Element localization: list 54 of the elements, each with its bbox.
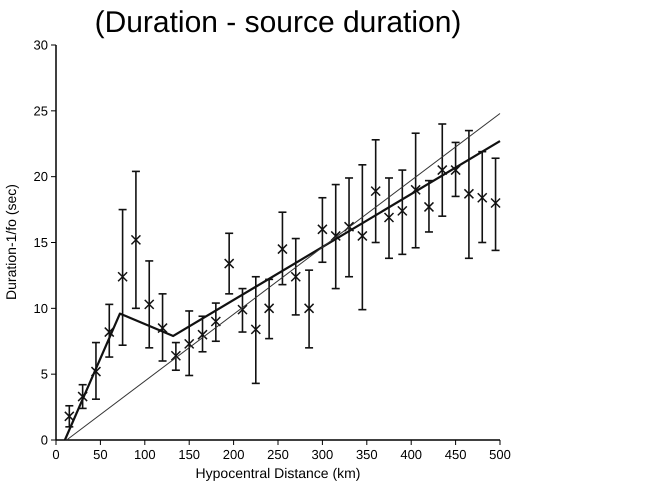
x-axis-title: Hypocentral Distance (km): [196, 465, 360, 481]
point: [250, 324, 262, 335]
point: [210, 316, 222, 327]
y-axis-title: Duration-1/fo (sec): [3, 184, 19, 300]
x-tick-label: 500: [489, 447, 511, 462]
point: [397, 206, 408, 216]
y-tick-label: 5: [40, 366, 48, 382]
point: [317, 224, 328, 235]
point: [450, 164, 461, 176]
y-tick-label: 15: [34, 235, 48, 250]
point: [476, 192, 488, 203]
point: [77, 391, 88, 402]
x-tick-label: 350: [356, 447, 378, 462]
x-tick-label: 50: [93, 447, 108, 462]
point: [157, 322, 168, 334]
x-tick-label: 450: [444, 447, 466, 462]
x-tick-label: 300: [312, 447, 334, 462]
x-tick-label: 100: [134, 447, 156, 462]
point: [437, 164, 448, 176]
x-tick-label: 0: [52, 447, 60, 462]
y-tick-label: 10: [34, 300, 48, 316]
point: [370, 186, 381, 196]
point: [224, 258, 234, 269]
point: [184, 338, 194, 350]
y-tick-label: 0: [40, 432, 48, 448]
x-tick-label: 150: [178, 447, 200, 462]
point: [170, 350, 182, 361]
point: [277, 244, 288, 254]
point: [464, 188, 474, 200]
x-tick-label: 400: [400, 447, 422, 462]
y-tick-label: 20: [34, 169, 48, 184]
point: [357, 230, 368, 242]
point: [410, 184, 421, 196]
point: [64, 411, 75, 422]
point: [197, 329, 208, 340]
chart-title: (Duration - source duration): [94, 6, 462, 39]
point: [264, 303, 274, 314]
x-tick-label: 250: [267, 447, 289, 462]
point: [304, 303, 314, 314]
y-tick-label: 30: [34, 38, 48, 52]
point: [290, 271, 302, 282]
point: [490, 198, 501, 208]
point: [384, 212, 394, 223]
point: [424, 202, 434, 212]
point: [330, 230, 341, 242]
point: [90, 366, 102, 377]
point: [117, 271, 128, 282]
point: [344, 221, 354, 232]
point: [104, 326, 115, 338]
x-tick-label: 200: [222, 447, 244, 462]
point: [144, 299, 154, 310]
y-tick-label: 25: [34, 103, 48, 118]
point: [237, 304, 248, 315]
point: [130, 234, 142, 246]
